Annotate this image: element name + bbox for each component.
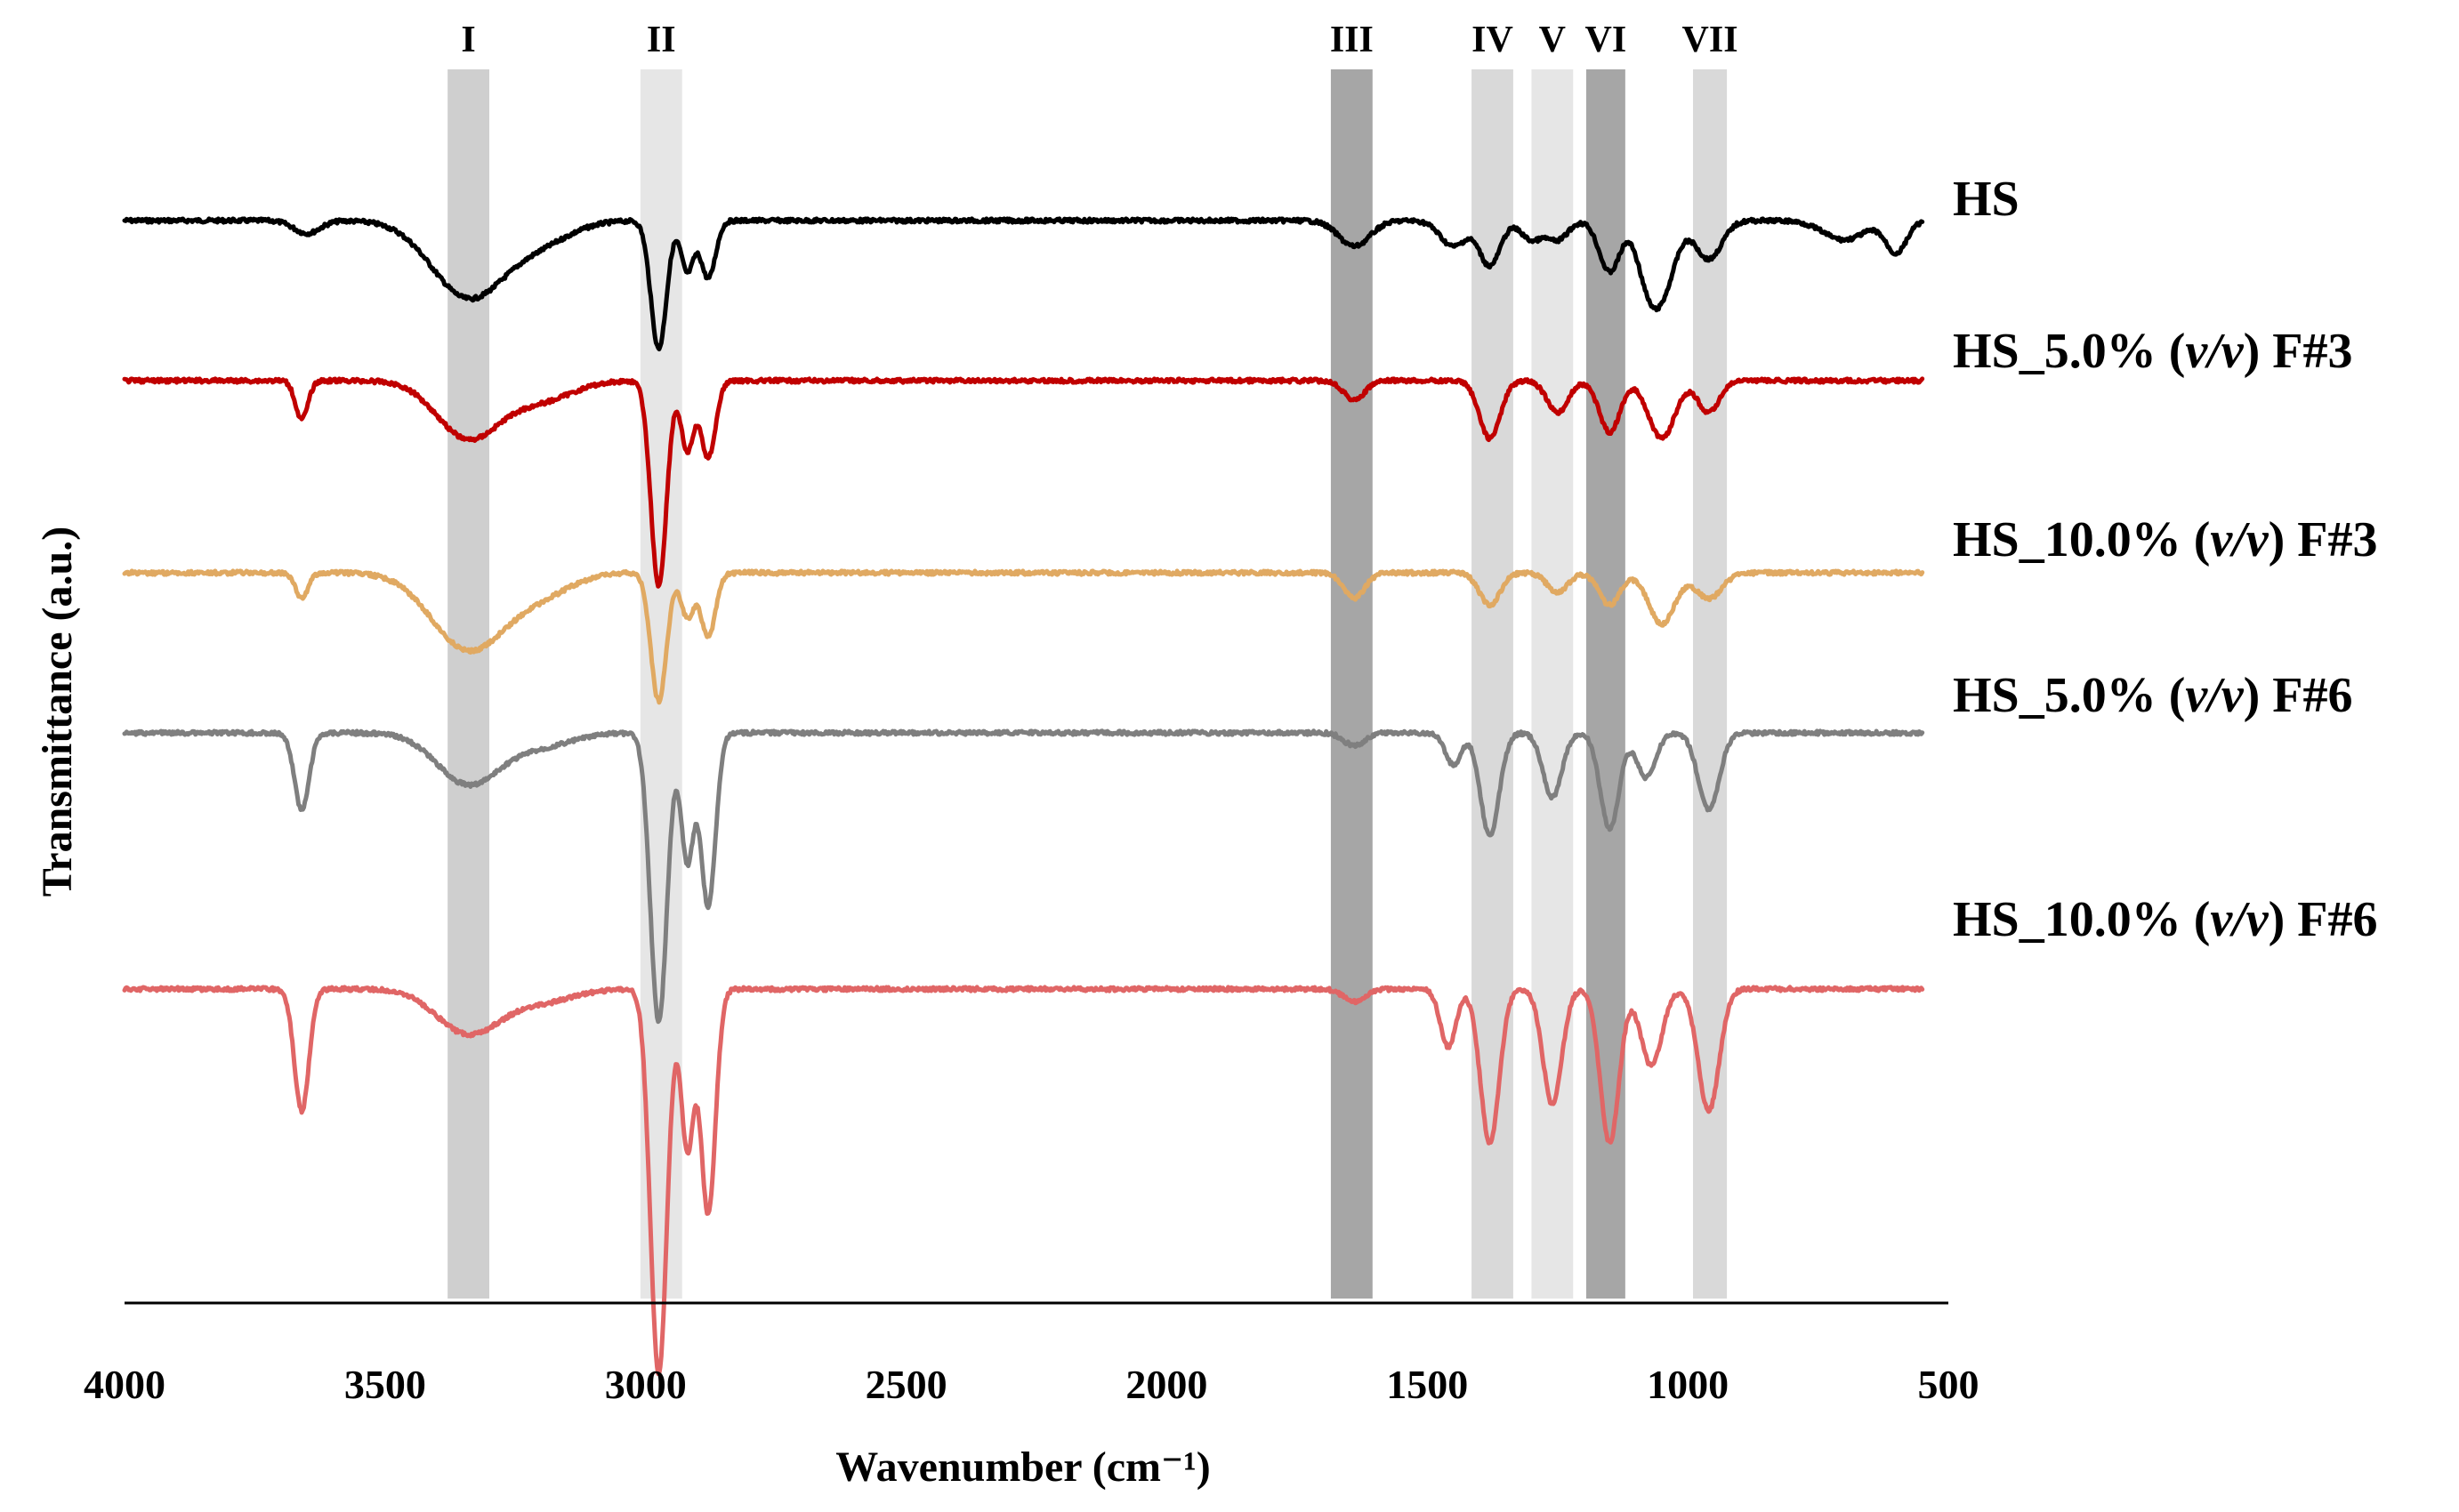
legend-text-unit: v/v bbox=[2210, 892, 2269, 947]
series-line-2 bbox=[122, 376, 1925, 589]
band-iii bbox=[1330, 69, 1373, 1299]
legend-text-prefix: HS_5.0% ( bbox=[1953, 668, 2185, 723]
legend-label-3: HS_10.0% (v/v) F#3 bbox=[1953, 512, 2378, 567]
legend-text-suffix: ) F#6 bbox=[2244, 668, 2353, 723]
legend-text-suffix: ) F#6 bbox=[2269, 892, 2378, 947]
legend-text-prefix: HS_5.0% ( bbox=[1953, 324, 2185, 379]
legend-text-prefix: HS_10.0% ( bbox=[1953, 892, 2210, 947]
legend-label-5: HS_10.0% (v/v) F#6 bbox=[1953, 892, 2378, 947]
x-tick-label: 500 bbox=[1918, 1362, 1979, 1407]
x-tick-label: 3000 bbox=[605, 1362, 687, 1407]
band-label-vii: VII bbox=[1682, 20, 1738, 60]
series-line-3 bbox=[122, 568, 1925, 705]
x-tick-label: 2500 bbox=[866, 1362, 947, 1407]
legend-text-unit: v/v bbox=[2185, 668, 2244, 723]
x-tick-label: 3500 bbox=[344, 1362, 426, 1407]
legend-text-unit: v/v bbox=[2185, 324, 2244, 379]
band-label-ii: II bbox=[647, 20, 676, 60]
legend-label-1: HS bbox=[1953, 172, 2020, 227]
band-vii bbox=[1693, 69, 1728, 1299]
band-label-i: I bbox=[461, 20, 475, 60]
band-i bbox=[447, 69, 489, 1299]
x-tick-label: 1000 bbox=[1647, 1362, 1729, 1407]
legend-text-suffix: ) F#3 bbox=[2269, 512, 2378, 567]
legend-text-prefix: HS_10.0% ( bbox=[1953, 512, 2210, 567]
legend-text-suffix: ) F#3 bbox=[2244, 324, 2353, 379]
x-tick-label: 1500 bbox=[1386, 1362, 1468, 1407]
series-layer bbox=[122, 216, 1925, 1377]
legend-label-4: HS_5.0% (v/v) F#6 bbox=[1953, 668, 2353, 723]
y-axis-title: Transmittance (a.u.) bbox=[34, 527, 81, 897]
x-tick-label: 2000 bbox=[1125, 1362, 1207, 1407]
series-line-5 bbox=[122, 985, 1925, 1377]
band-label-v: V bbox=[1539, 20, 1566, 60]
band-v bbox=[1531, 69, 1574, 1299]
x-tick-label: 4000 bbox=[84, 1362, 165, 1407]
series-line-4 bbox=[122, 728, 1925, 1025]
bands-layer bbox=[447, 69, 1728, 1299]
legend-text-unit: v/v bbox=[2210, 512, 2269, 567]
x-axis-title: Wavenumber (cm⁻¹) bbox=[835, 1444, 1210, 1491]
legend-label-2: HS_5.0% (v/v) F#3 bbox=[1953, 324, 2353, 379]
series-line-1 bbox=[122, 216, 1925, 352]
band-iv bbox=[1471, 69, 1513, 1299]
band-labels: I II III IV V VI VII bbox=[461, 20, 1737, 60]
legend-text-prefix: HS bbox=[1953, 172, 2020, 227]
band-label-vi: VI bbox=[1585, 20, 1627, 60]
band-label-iv: IV bbox=[1471, 20, 1513, 60]
x-tick-labels: 4000 3500 3000 2500 2000 1500 1000 500 bbox=[84, 1362, 1979, 1407]
band-label-iii: III bbox=[1330, 20, 1374, 60]
